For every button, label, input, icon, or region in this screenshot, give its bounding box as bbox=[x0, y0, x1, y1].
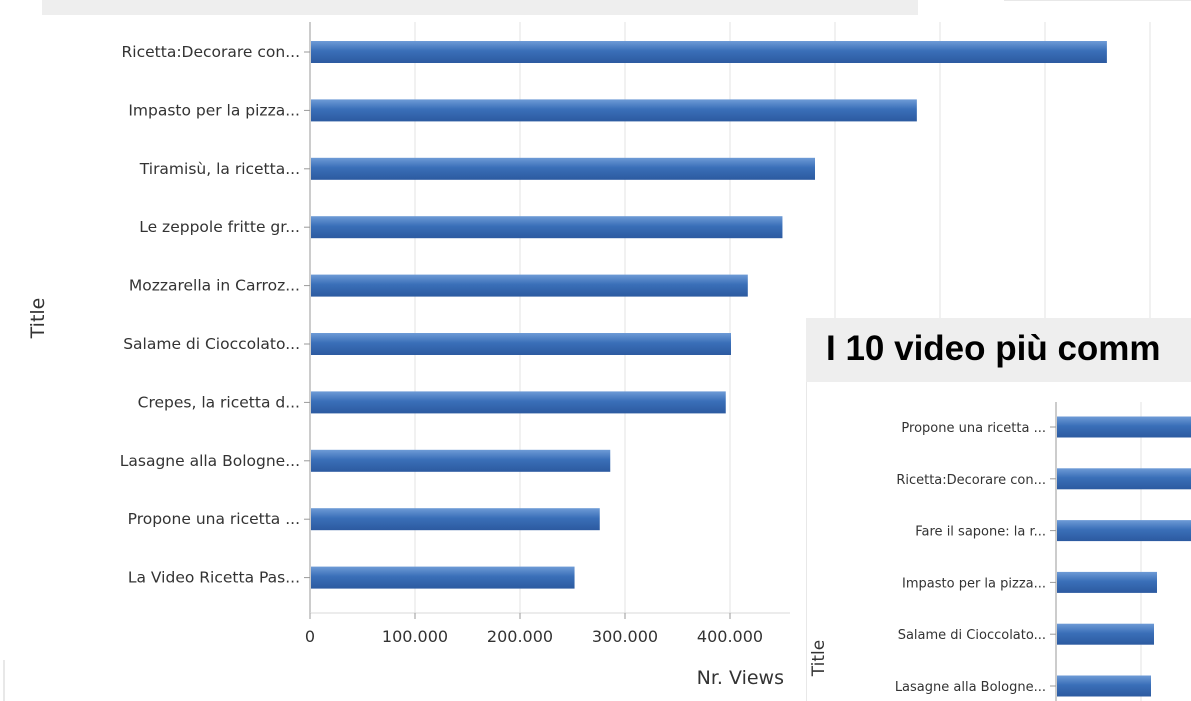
inset-category-label: Ricetta:Decorare con... bbox=[896, 473, 1046, 488]
x-tick-label: 200.000 bbox=[487, 627, 553, 646]
category-label: Propone una ricetta ... bbox=[128, 510, 300, 528]
inset-bar-chart: Propone una ricetta ... Ricetta:Decorare … bbox=[806, 382, 1191, 701]
inset-bar bbox=[1057, 571, 1157, 593]
bar bbox=[311, 566, 575, 589]
category-label: Crepes, la ricetta d... bbox=[138, 393, 300, 411]
inset-chart-panel: I 10 video più comm Propone una ricetta … bbox=[806, 318, 1191, 701]
inset-category-label: Fare il sapone: la r... bbox=[915, 525, 1046, 540]
category-label: La Video Ricetta Pas... bbox=[128, 569, 300, 587]
inset-title-box: I 10 video più comm bbox=[806, 318, 1191, 382]
inset-category-label: Impasto per la pizza... bbox=[902, 576, 1046, 591]
category-label: Tiramisù, la ricetta... bbox=[139, 160, 300, 178]
bar bbox=[311, 449, 611, 472]
x-tick-label: 300.000 bbox=[592, 627, 658, 646]
bar bbox=[311, 157, 815, 180]
inset-category-label: Salame di Cioccolato... bbox=[898, 628, 1046, 643]
bar bbox=[311, 41, 1107, 63]
category-label: Salame di Cioccolato... bbox=[123, 335, 300, 353]
x-axis-title: Nr. Views bbox=[697, 667, 784, 689]
bar bbox=[311, 508, 600, 531]
x-tick-label: 400.000 bbox=[697, 627, 763, 646]
bar bbox=[311, 333, 731, 355]
inset-chart-title: I 10 video più comm bbox=[826, 329, 1161, 368]
x-tick-label: 0 bbox=[305, 627, 315, 646]
category-label: Mozzarella in Carroz... bbox=[129, 277, 300, 295]
bar bbox=[311, 391, 726, 414]
category-label: Impasto per la pizza... bbox=[128, 101, 300, 119]
x-tick-label: 100.000 bbox=[382, 627, 448, 646]
inset-bar bbox=[1057, 623, 1154, 645]
category-label: Le zeppole fritte gr... bbox=[139, 218, 300, 236]
inset-bar bbox=[1057, 675, 1151, 697]
inset-category-label: Lasagne alla Bologne... bbox=[895, 680, 1046, 695]
inset-bar bbox=[1057, 520, 1191, 542]
bar bbox=[311, 216, 783, 239]
inset-y-axis-title: Title bbox=[809, 640, 829, 677]
category-label: Ricetta:Decorare con... bbox=[122, 43, 300, 61]
bar bbox=[311, 274, 748, 297]
category-label: Lasagne alla Bologne... bbox=[120, 452, 300, 470]
inset-category-label: Propone una ricetta ... bbox=[901, 421, 1046, 436]
top-header-strip bbox=[42, 0, 918, 15]
inset-bar bbox=[1057, 416, 1191, 438]
y-axis-title: Title bbox=[27, 298, 49, 340]
inset-bar bbox=[1057, 468, 1191, 490]
bar bbox=[311, 99, 917, 122]
